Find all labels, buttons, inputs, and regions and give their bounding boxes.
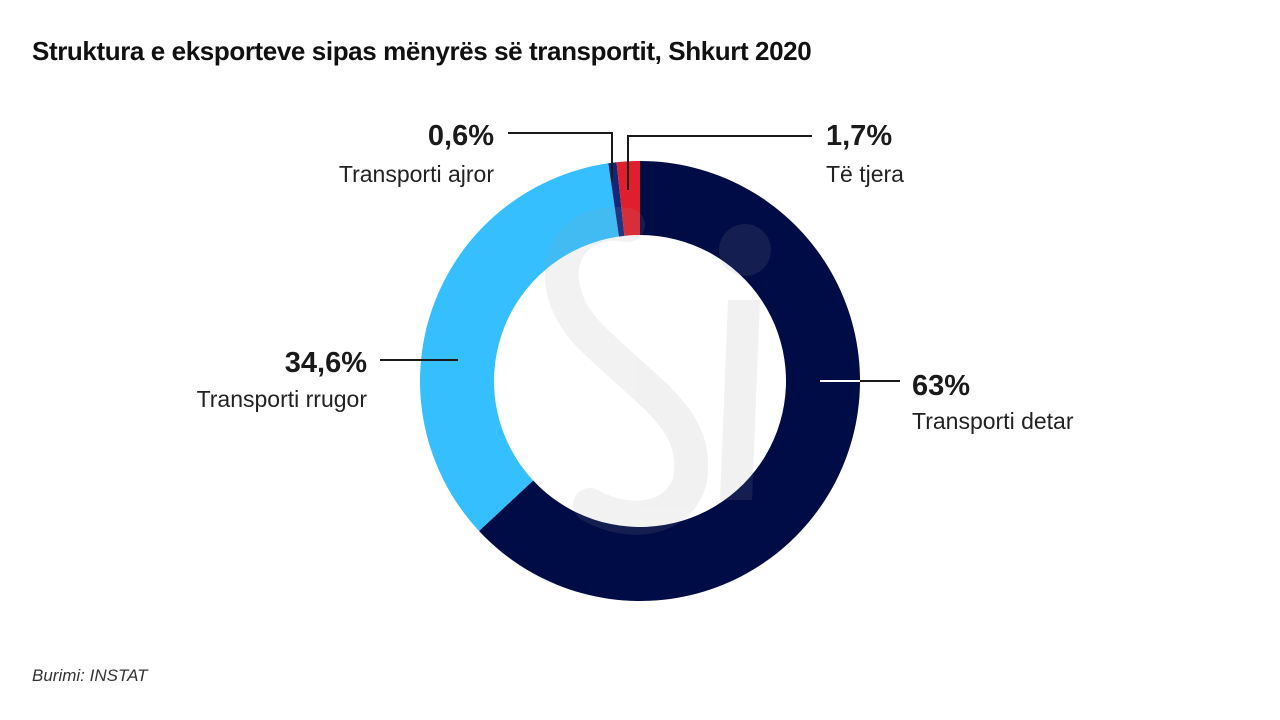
leader-line-te-tjera — [627, 135, 812, 190]
watermark-logo — [544, 207, 771, 535]
slice-te-tjera — [616, 161, 640, 236]
category-label-transporti-detar: Transporti detar — [912, 408, 1074, 434]
slice-transporti-detar — [479, 161, 860, 602]
donut-slices — [419, 161, 860, 602]
slice-labels: 63% Transporti detar 34,6% Transporti rrugo… — [197, 120, 1074, 434]
value-label-te-tjera: 1,7% — [826, 120, 892, 152]
value-label-transporti-detar: 63% — [912, 370, 970, 402]
chart-title: Struktura e eksporteve sipas mënyrës së … — [32, 36, 812, 66]
leader-line-transporti-ajror — [508, 132, 613, 182]
source-note: Burimi: INSTAT — [32, 666, 148, 685]
value-label-transporti-ajror: 0,6% — [428, 120, 494, 152]
category-label-te-tjera: Të tjera — [826, 161, 904, 187]
value-label-transporti-rrugor: 34,6% — [285, 347, 367, 379]
category-label-transporti-rrugor: Transporti rrugor — [197, 386, 368, 412]
category-label-transporti-ajror: Transporti ajror — [339, 161, 494, 187]
slice-transporti-rrugor — [419, 163, 619, 531]
